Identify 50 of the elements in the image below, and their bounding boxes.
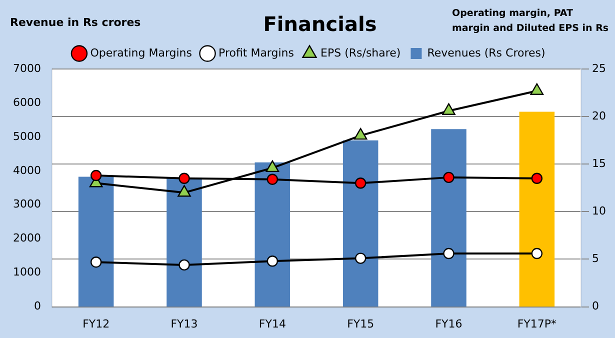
y-tick-label: 3000	[12, 198, 41, 211]
bar	[342, 140, 378, 307]
point	[530, 83, 544, 95]
x-tick-label: FY14	[258, 317, 286, 330]
bar	[254, 162, 290, 307]
y2-axis-title: Operating margin, PAT margin and Diluted EPS in Rs	[452, 7, 610, 36]
y-tick-label: 1000	[12, 266, 41, 279]
point	[266, 256, 278, 267]
y-tick-label: 4000	[12, 164, 41, 177]
point	[443, 248, 454, 260]
point	[354, 178, 366, 189]
y-tick-label: 0	[34, 300, 41, 313]
y2-tick-label: 10	[592, 204, 606, 218]
y-tick-label: 2000	[12, 232, 41, 245]
x-tick-label: FY16	[435, 317, 462, 330]
y-tick-label: 7000	[12, 62, 41, 75]
legend-label: EPS (Rs/share)	[320, 46, 401, 60]
x-tick-label: FY13	[170, 317, 198, 330]
bar	[431, 129, 466, 307]
bar	[166, 178, 202, 307]
y-tick-label: 5000	[12, 130, 41, 143]
point	[531, 248, 543, 260]
legend-label: Operating Margins	[90, 46, 192, 60]
chart-title: Financials	[262, 12, 378, 36]
point	[178, 185, 191, 197]
y-tick-label: 6000	[12, 96, 41, 109]
y2-tick-label: 0	[592, 300, 600, 313]
point	[90, 170, 102, 182]
y2-tick-label: 15	[592, 156, 606, 170]
point	[178, 172, 190, 184]
x-tick-label: FY15	[347, 317, 374, 330]
point	[266, 160, 280, 172]
point	[90, 256, 102, 268]
point	[531, 172, 543, 184]
point	[442, 103, 456, 115]
y2-tick-label: 20	[592, 109, 606, 122]
y-axis-title: Revenue in Rs crores	[10, 16, 141, 29]
bar	[78, 176, 114, 307]
point	[354, 252, 366, 264]
bar	[519, 112, 555, 307]
legend-label: Profit Margins	[218, 46, 294, 60]
y2-tick-label: 25	[592, 62, 606, 75]
point	[178, 259, 190, 271]
point	[354, 128, 368, 140]
point	[443, 172, 454, 184]
point	[266, 174, 278, 185]
y2-tick-label: 5	[592, 252, 600, 266]
legend-label: Revenues (Rs Crores)	[427, 46, 546, 60]
x-tick-label: FY17P*	[517, 317, 557, 330]
x-tick-label: FY12	[82, 317, 110, 330]
